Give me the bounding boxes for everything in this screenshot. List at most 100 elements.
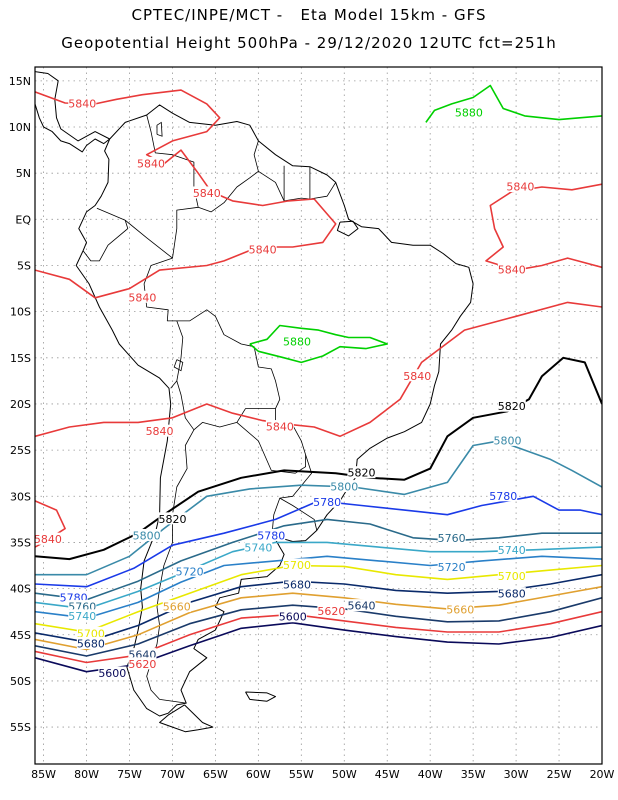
- contour-label: 5840: [128, 291, 156, 304]
- country-border: [258, 166, 311, 202]
- contour-label: 5660: [163, 601, 191, 614]
- country-border: [279, 454, 318, 531]
- contour-label: 5840: [68, 97, 96, 110]
- country-border: [271, 497, 281, 534]
- graticule: [35, 67, 603, 764]
- contour-label-bg: [76, 636, 105, 649]
- lon-tick-label: 55W: [289, 768, 314, 781]
- contour-label-bg: [446, 602, 475, 615]
- contour-label-bg: [403, 369, 432, 382]
- lat-tick-label: 30S: [10, 490, 31, 503]
- contour-label: 5840: [506, 181, 534, 194]
- geopotential-contours: [35, 84, 602, 673]
- contour-label-bg: [128, 290, 157, 303]
- contour-label-bg: [493, 433, 522, 446]
- contour-label-bg: [132, 528, 161, 541]
- contour-5740: [35, 541, 602, 610]
- contour-label: 5720: [438, 561, 466, 574]
- contour-label: 5620: [128, 658, 156, 671]
- contour-label: 5820: [158, 513, 186, 526]
- lon-tick-label: 75W: [117, 768, 142, 781]
- contour-label-bg: [497, 399, 526, 412]
- contour-label: 5760: [438, 532, 466, 545]
- contour-label-bg: [76, 626, 105, 639]
- contour-label-bg: [128, 648, 157, 661]
- lat-tick-label: 35S: [10, 536, 31, 549]
- contour-label-bg: [313, 495, 342, 508]
- lat-tick-label: 15N: [9, 75, 31, 88]
- lon-tick-label: 35W: [461, 768, 486, 781]
- country-border: [124, 219, 184, 389]
- contour-label: 5740: [68, 610, 96, 623]
- lat-tick-label: 25S: [10, 444, 31, 457]
- country-border: [198, 140, 259, 213]
- lon-tick-label: 30W: [504, 768, 529, 781]
- coastline-falklands: [245, 691, 276, 702]
- contour-5660: [35, 585, 602, 651]
- country-borders: [82, 114, 337, 704]
- coastline-tierra-del-fuego: [159, 704, 214, 733]
- contour-label-bg: [497, 263, 526, 276]
- contour-label: 5840: [498, 264, 526, 277]
- contour-5840: [485, 183, 602, 271]
- lake-outline: [156, 121, 163, 137]
- lon-tick-label: 85W: [31, 768, 56, 781]
- contour-label-bg: [347, 466, 376, 479]
- contour-labels: 5880 5880 5840 5840 5840 5840 5840 5840 5840 5840…: [34, 96, 535, 680]
- longitude-labels: 85W 80W 75W 70W 65W 60W 55W 50W 45W 40W 35W 30W 25W 2…: [31, 768, 614, 781]
- coastline-central-america-pacific: [35, 103, 111, 153]
- contour-label-bg: [136, 156, 165, 169]
- contour-5820: [35, 356, 602, 561]
- map-title: CPTEC/INPE/MCT - Eta Model 15km - GFS: [131, 6, 487, 24]
- contour-label-bg: [158, 512, 187, 525]
- lon-tick-label: 20W: [590, 768, 615, 781]
- country-border: [176, 309, 281, 431]
- contour-label: 5880: [455, 107, 483, 120]
- contour-5880: [249, 324, 388, 364]
- contour-label: 5840: [403, 370, 431, 383]
- lat-tick-label: 45S: [10, 629, 31, 642]
- contour-label: 5740: [244, 541, 272, 554]
- contour-label-bg: [98, 666, 127, 679]
- contour-label-bg: [257, 528, 286, 541]
- contour-label: 5620: [317, 605, 345, 618]
- lat-tick-label: 10N: [9, 121, 31, 134]
- lon-tick-label: 65W: [203, 768, 228, 781]
- lat-tick-label: 50S: [10, 675, 31, 688]
- contour-label: 5800: [330, 481, 358, 494]
- contour-5760: [35, 518, 602, 601]
- lat-tick-label: 55S: [10, 721, 31, 734]
- contour-label-bg: [244, 540, 273, 553]
- contour-label-bg: [489, 489, 518, 502]
- lake-outline: [173, 359, 184, 372]
- contour-label: 5680: [283, 578, 311, 591]
- contour-label: 5820: [498, 400, 526, 413]
- contour-label-bg: [145, 424, 174, 437]
- contour-label: 5680: [77, 637, 105, 650]
- contour-label-bg: [283, 335, 312, 348]
- lon-tick-label: 80W: [74, 768, 99, 781]
- lat-tick-label: 5S: [17, 259, 31, 272]
- lat-tick-label: 20S: [10, 398, 31, 411]
- contour-label: 5740: [498, 544, 526, 557]
- contour-label: 5880: [283, 336, 311, 349]
- lon-tick-label: 25W: [547, 768, 572, 781]
- contour-label: 5640: [347, 600, 375, 613]
- contour-label-bg: [265, 420, 294, 433]
- contour-label: 5840: [34, 533, 62, 546]
- contour-5840: [35, 301, 602, 438]
- contour-label: 5840: [193, 187, 221, 200]
- contour-5880: [425, 84, 602, 123]
- coastlines: [35, 71, 474, 733]
- contour-5780: [35, 495, 602, 588]
- contour-label: 5600: [279, 611, 307, 624]
- lat-tick-label: 10S: [10, 306, 31, 319]
- contour-label: 5700: [283, 559, 311, 572]
- coastline-central-america: [35, 71, 110, 142]
- lon-tick-label: 60W: [246, 768, 271, 781]
- contour-label-bg: [437, 531, 466, 544]
- lat-tick-label: EQ: [15, 213, 31, 226]
- contour-label: 5840: [249, 243, 277, 256]
